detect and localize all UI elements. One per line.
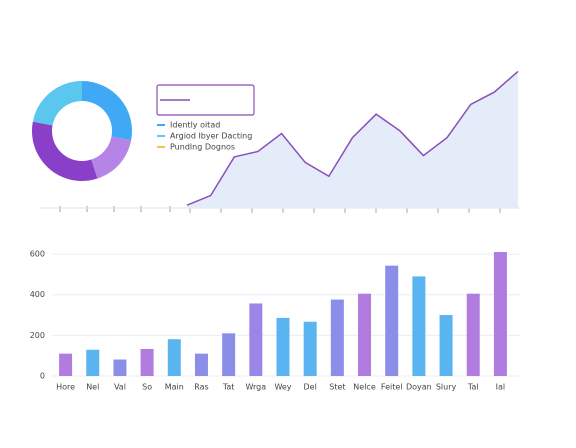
y-tick-label: 0 <box>40 372 45 381</box>
y-tick-label: 600 <box>30 250 45 259</box>
x-tick-label: Main <box>165 383 184 392</box>
bar <box>86 349 100 376</box>
x-tick-label: Val <box>114 383 126 392</box>
donut-segment <box>82 81 132 141</box>
bar <box>385 265 399 376</box>
x-tick-label: Nel <box>86 383 99 392</box>
x-tick-label: Stet <box>329 383 345 392</box>
y-tick-label: 200 <box>30 331 45 340</box>
donut-segment <box>32 81 82 126</box>
y-tick-label: 400 <box>30 290 45 299</box>
bar <box>167 339 181 376</box>
x-tick-label: Del <box>304 383 317 392</box>
x-tick-label: Tat <box>222 383 235 392</box>
x-tick-label: So <box>142 383 152 392</box>
donut-segment <box>32 121 98 181</box>
bar <box>493 252 507 376</box>
x-tick-label: Wey <box>274 383 291 392</box>
bar <box>358 293 372 376</box>
bar <box>113 359 127 376</box>
x-tick-label: Ras <box>194 383 208 392</box>
legend-box <box>156 84 255 116</box>
x-tick-label: Tal <box>467 383 479 392</box>
bar <box>140 348 154 376</box>
area-fill <box>187 71 518 208</box>
donut-segment <box>91 136 132 179</box>
bar <box>303 321 317 376</box>
bar <box>194 353 208 376</box>
bar <box>249 303 263 376</box>
x-tick-label: Nelce <box>353 383 376 392</box>
bar <box>276 317 290 376</box>
x-tick-label: Ial <box>496 383 505 392</box>
x-tick-label: Feitel <box>381 383 403 392</box>
legend-label: Pundlng Dognos <box>170 143 235 152</box>
bar <box>59 353 73 376</box>
bar <box>466 293 480 376</box>
area-line <box>186 70 519 206</box>
legend-label: Argiod Ibyer Dacting <box>170 132 252 141</box>
x-tick-label: Wrga <box>245 383 266 392</box>
legend-label: Idently oitad <box>170 121 220 130</box>
bar <box>439 315 453 376</box>
x-tick-label: Slury <box>436 383 457 392</box>
x-tick-label: Hore <box>56 383 75 392</box>
bar <box>330 299 344 376</box>
bar <box>222 333 236 376</box>
bar <box>412 276 426 376</box>
x-tick-label: Doyan <box>406 383 432 392</box>
